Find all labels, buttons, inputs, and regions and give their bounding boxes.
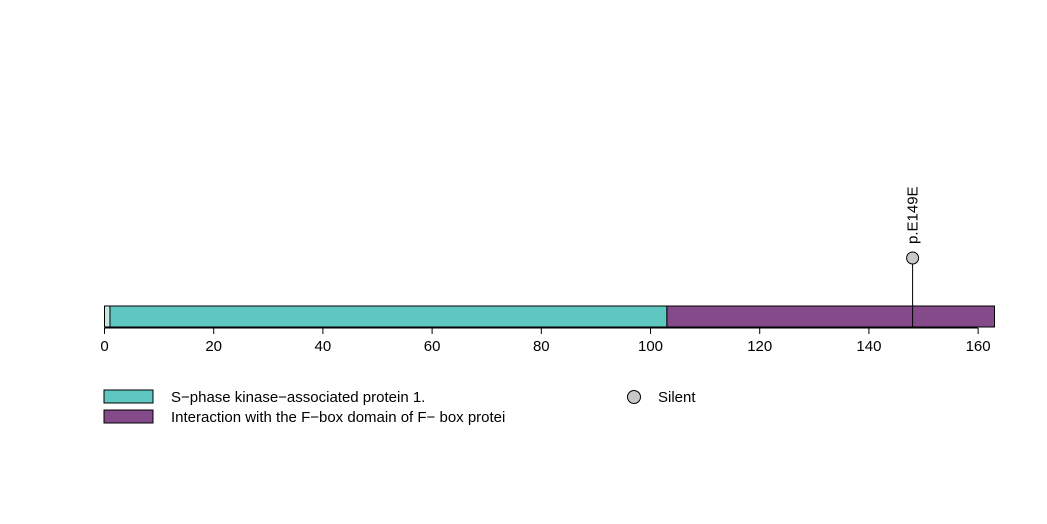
x-tick-label-160: 160	[966, 338, 991, 355]
x-tick-label-40: 40	[315, 338, 332, 355]
x-axis: 0 20 40 60 80 100 120 140 160	[100, 327, 991, 355]
legend-swatch-domain-1	[103, 409, 154, 424]
legend-swatch-domain-0	[103, 389, 154, 404]
legend-label-domain-0: S−phase kinase−associated protein 1.	[171, 389, 425, 406]
domain-layer	[109, 305, 995, 328]
domain-bar-1	[666, 305, 995, 328]
legend-label-mutation-0: Silent	[658, 389, 696, 406]
x-tick-label-100: 100	[638, 338, 663, 355]
x-tick-label-80: 80	[533, 338, 550, 355]
x-tick-label-20: 20	[205, 338, 222, 355]
x-tick-label-140: 140	[856, 338, 881, 355]
mutation-point-0	[906, 251, 920, 265]
x-tick-label-120: 120	[747, 338, 772, 355]
legend-label-domain-1: Interaction with the F−box domain of F− …	[171, 409, 505, 426]
legend-marker-mutation-0	[627, 390, 641, 404]
domain-bar-0	[109, 305, 668, 328]
x-tick-label-60: 60	[424, 338, 441, 355]
x-tick-label-0: 0	[100, 338, 108, 355]
mutation-layer: p.E149E	[905, 186, 922, 327]
mutation-label-0: p.E149E	[905, 186, 922, 244]
legend: S−phase kinase−associated protein 1. Inte…	[103, 389, 696, 426]
